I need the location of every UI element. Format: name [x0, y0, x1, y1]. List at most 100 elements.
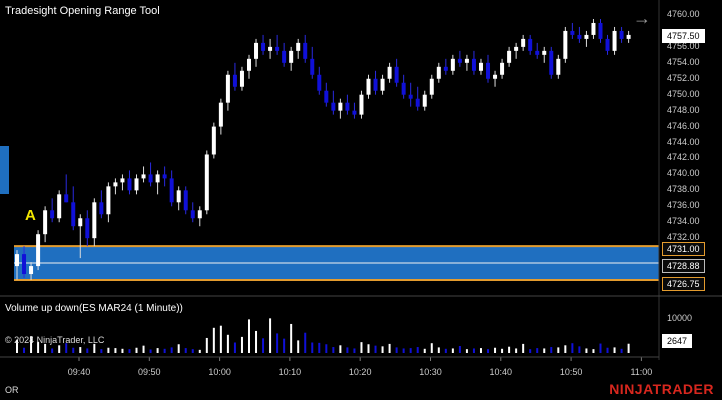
- candle-up: [612, 30, 617, 51]
- volume-bar: [297, 340, 300, 353]
- drawing-tool-tab[interactable]: [0, 146, 9, 194]
- volume-bar: [23, 347, 26, 353]
- candle-up: [268, 46, 273, 51]
- price-tick-label: 4734.00: [667, 216, 700, 227]
- price-tick-label: 4748.00: [667, 104, 700, 115]
- volume-bar: [564, 345, 567, 353]
- volume-bar: [557, 347, 560, 353]
- volume-bar: [255, 330, 258, 353]
- candle-down: [352, 110, 357, 115]
- volume-current-tag: 2647: [662, 334, 693, 348]
- candle-up: [141, 174, 146, 179]
- volume-bar: [437, 347, 440, 353]
- volume-bar: [571, 343, 574, 353]
- candle-up: [478, 62, 483, 71]
- volume-bar: [304, 332, 307, 353]
- time-tick-label: 10:10: [278, 367, 302, 377]
- volume-tick: 10000: [667, 313, 693, 323]
- volume-bar: [472, 348, 475, 353]
- candle-down: [275, 46, 280, 51]
- candle-up: [57, 194, 62, 219]
- volume-bar: [501, 348, 504, 353]
- candle-down: [85, 218, 90, 239]
- candle-up: [500, 62, 505, 75]
- candle-down: [619, 30, 624, 39]
- volume-bar: [515, 348, 518, 353]
- candle-up: [507, 50, 512, 63]
- volume-bar: [508, 346, 511, 353]
- candle-up: [514, 46, 519, 51]
- volume-bar: [339, 345, 342, 353]
- copyright-text: © 2024 NinjaTrader, LLC: [5, 335, 105, 345]
- range-marker-label: A: [25, 207, 36, 224]
- ninjatrader-logo: NINJATRADER: [609, 381, 714, 397]
- volume-bar: [465, 349, 468, 353]
- time-tick-label: 10:20: [348, 367, 372, 377]
- candle-up: [218, 102, 223, 127]
- candle-up: [380, 78, 385, 91]
- volume-bar: [198, 349, 201, 353]
- candle-up: [225, 74, 230, 103]
- footer-or-label: OR: [5, 385, 19, 395]
- candle-down: [232, 74, 237, 87]
- volume-bar: [360, 342, 363, 353]
- candle-up: [239, 70, 244, 87]
- volume-bar: [627, 343, 630, 353]
- candle-down: [443, 66, 448, 71]
- volume-bar: [58, 345, 61, 353]
- candle-down: [401, 82, 406, 95]
- volume-bar: [269, 318, 272, 353]
- candle-up: [493, 74, 498, 79]
- candle-up: [563, 30, 568, 59]
- volume-bar: [325, 344, 328, 353]
- candle-up: [422, 94, 427, 107]
- grid-lines: [78, 357, 642, 361]
- volume-bar: [529, 349, 532, 353]
- volume-bar: [402, 348, 405, 353]
- volume-bar: [416, 347, 419, 353]
- candle-down: [373, 78, 378, 91]
- candle-down: [261, 42, 266, 51]
- candle-up: [591, 22, 596, 35]
- candle-up: [584, 34, 589, 39]
- volume-bar: [233, 342, 236, 353]
- range-mid-tag: 4728.88: [662, 259, 705, 273]
- volume-bar: [430, 343, 433, 353]
- volume-bar: [247, 319, 250, 353]
- volume-bar: [585, 348, 588, 353]
- candle-down: [148, 174, 153, 183]
- time-tick-label: 10:50: [559, 367, 583, 377]
- candle-down: [64, 194, 69, 203]
- volume-bar: [100, 349, 103, 353]
- price-tick-label: 4744.00: [667, 136, 700, 147]
- time-tick-label: 10:30: [419, 367, 442, 377]
- volume-bar: [318, 342, 321, 353]
- candle-down: [471, 58, 476, 71]
- candle-up: [211, 126, 216, 155]
- scroll-right-arrow-icon[interactable]: →: [633, 8, 651, 28]
- volume-bar: [156, 348, 159, 353]
- candle-down: [324, 90, 329, 103]
- candle-up: [204, 154, 209, 211]
- price-tick-label: 4738.00: [667, 184, 700, 195]
- volume-bar: [592, 349, 595, 353]
- candle-up: [542, 50, 547, 55]
- time-tick-label: 09:40: [67, 367, 91, 377]
- volume-bar: [395, 347, 398, 353]
- candle-down: [528, 38, 533, 51]
- current-price-tag: 4757.50: [662, 29, 705, 43]
- candle-down: [282, 50, 287, 63]
- candle-up: [626, 34, 631, 39]
- volume-bar: [494, 347, 497, 353]
- volume-bar: [423, 348, 426, 353]
- volume-bar: [487, 349, 490, 353]
- candle-down: [317, 74, 322, 91]
- volume-bar: [219, 325, 222, 353]
- candle-up: [246, 58, 251, 71]
- candle-down: [394, 66, 399, 83]
- volume-bar: [388, 343, 391, 353]
- range-high-tag: 4731.00: [662, 242, 705, 256]
- volume-bar: [30, 336, 33, 353]
